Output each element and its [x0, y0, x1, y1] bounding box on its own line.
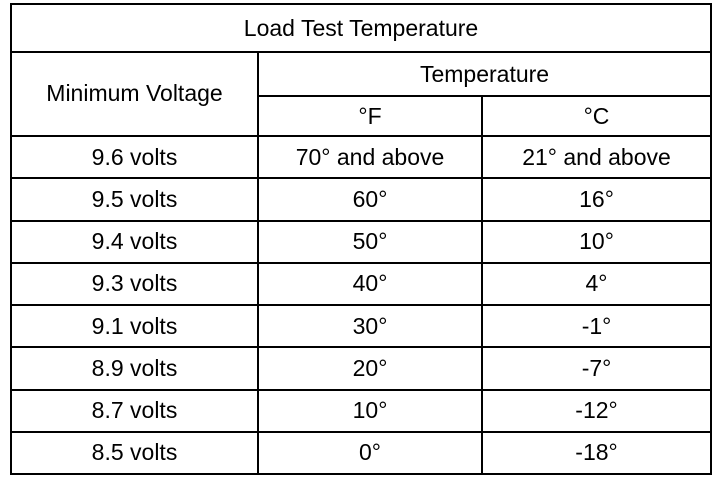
- table-row: 9.1 volts 30° -1°: [10, 303, 713, 349]
- table-row: 8.5 volts 0° -18°: [10, 430, 713, 476]
- load-test-temperature-table: Load Test Temperature Minimum Voltage Te…: [9, 3, 713, 476]
- fahrenheit-cell: 70° and above: [257, 134, 483, 180]
- fahrenheit-cell: 20°: [257, 346, 483, 391]
- voltage-cell: 9.6 volts: [10, 134, 259, 180]
- voltage-cell: 9.5 volts: [10, 177, 259, 222]
- celsius-cell: 4°: [480, 261, 713, 307]
- voltage-cell: 8.7 volts: [10, 388, 259, 433]
- table-title: Load Test Temperature: [9, 3, 713, 53]
- table-row: 9.4 volts 50° 10°: [10, 219, 713, 264]
- celsius-cell: 10°: [480, 219, 713, 264]
- fahrenheit-cell: 50°: [257, 219, 483, 264]
- voltage-cell: 9.1 volts: [10, 303, 259, 349]
- celsius-cell: -7°: [480, 346, 713, 391]
- celsius-cell: 16°: [480, 177, 713, 222]
- load-test-table-container: Load Test Temperature Minimum Voltage Te…: [9, 3, 713, 476]
- fahrenheit-cell: 0°: [257, 430, 483, 476]
- fahrenheit-cell: 30°: [257, 303, 483, 349]
- table-row: 9.5 volts 60° 16°: [10, 177, 713, 222]
- fahrenheit-cell: 40°: [257, 261, 483, 307]
- minimum-voltage-header: Minimum Voltage: [10, 51, 259, 137]
- table-row: 8.7 volts 10° -12°: [10, 388, 713, 433]
- table-row: 9.6 volts 70° and above 21° and above: [10, 134, 713, 180]
- celsius-cell: -12°: [480, 388, 713, 433]
- table-row: 9.3 volts 40° 4°: [10, 261, 713, 307]
- celsius-cell: -1°: [480, 303, 713, 349]
- voltage-cell: 8.5 volts: [10, 430, 259, 476]
- voltage-cell: 9.3 volts: [10, 261, 259, 307]
- fahrenheit-cell: 60°: [257, 177, 483, 222]
- voltage-cell: 8.9 volts: [10, 346, 259, 391]
- celsius-cell: -18°: [480, 430, 713, 476]
- celsius-cell: 21° and above: [480, 134, 713, 180]
- celsius-header: °C: [480, 95, 713, 137]
- temperature-header: Temperature: [256, 51, 713, 97]
- fahrenheit-header: °F: [257, 95, 483, 137]
- fahrenheit-cell: 10°: [257, 388, 483, 433]
- table-row: 8.9 volts 20° -7°: [10, 346, 713, 391]
- voltage-cell: 9.4 volts: [10, 219, 259, 264]
